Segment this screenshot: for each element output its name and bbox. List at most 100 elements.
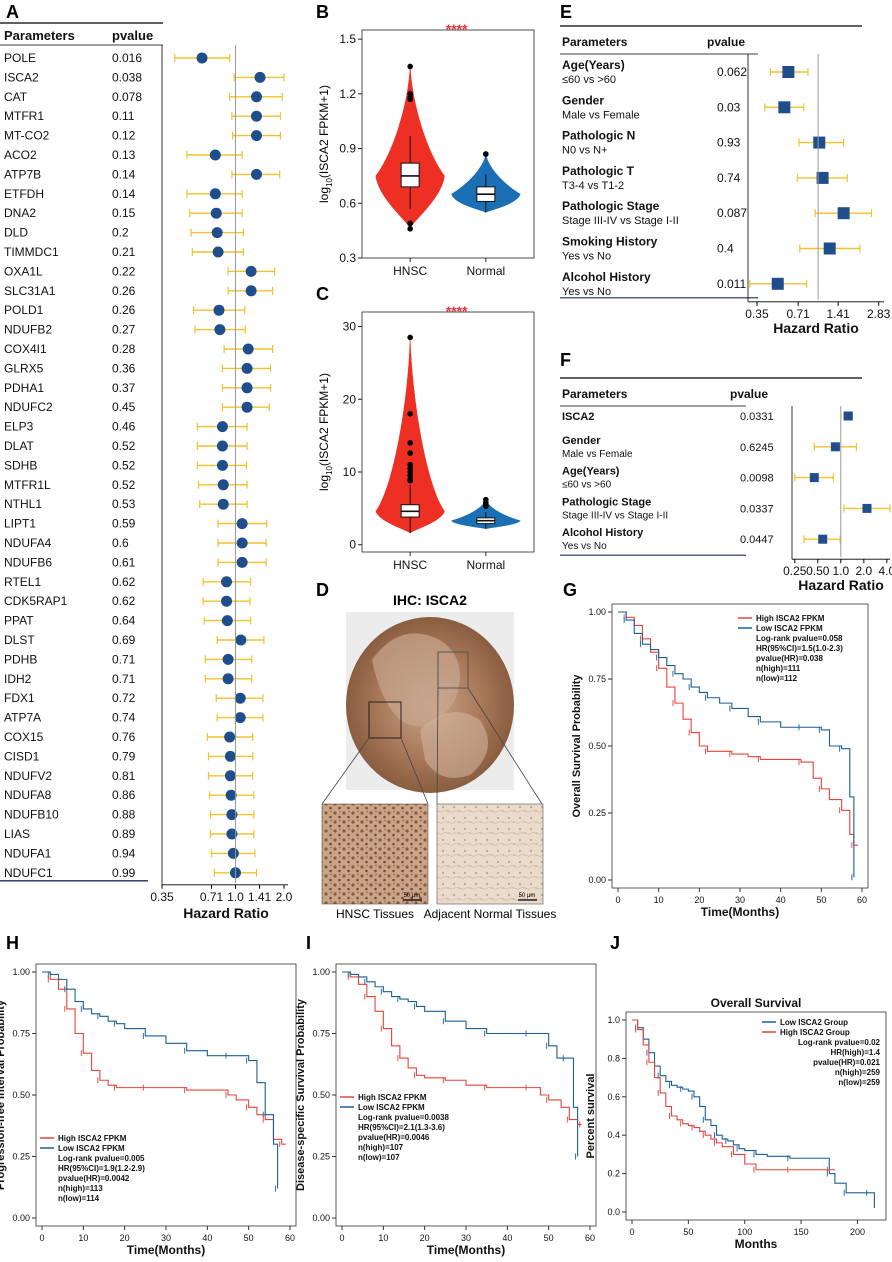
gene-pvalue: 0.21: [112, 245, 136, 259]
gene-pvalue: 0.37: [112, 381, 136, 395]
x-axis-label: Time(Months): [427, 1243, 505, 1257]
y-tick-label: 10: [343, 465, 357, 479]
gene-label: DLST: [4, 633, 35, 647]
hr-point: [212, 246, 224, 258]
significance-stars: ****: [446, 303, 468, 319]
row-pvalue: 0.6245: [740, 442, 774, 454]
stat-text: n(low)=107: [358, 1153, 400, 1162]
hr-square: [771, 277, 784, 290]
x-tick-label: 0: [629, 1227, 634, 1237]
outlier-point: [407, 411, 413, 417]
gene-label: DNA2: [4, 206, 36, 220]
gene-label: ELP3: [4, 420, 34, 434]
survival-curve: [42, 971, 286, 1145]
gene-label: NDUFB6: [4, 555, 52, 569]
hr-square: [778, 101, 791, 114]
hr-point: [209, 188, 221, 200]
row-pvalue: 0.0098: [740, 473, 774, 485]
gene-label: PPAT: [4, 614, 34, 628]
hr-point: [224, 770, 236, 782]
panel-h-km-plot: 0 10 20 30 40 50 60 0.00 0.25 0.50 0.75 1.00 Time(Mo…: [0, 963, 297, 1257]
gene-label: CAT: [4, 90, 28, 104]
stat-text: HR(high)=1.4: [830, 1048, 880, 1057]
gene-pvalue: 0.64: [112, 614, 136, 628]
hr-point: [213, 304, 225, 316]
y-axis-label-part: (ISCA2 FPKM+1): [317, 373, 331, 466]
x-tick-label: 1.41: [248, 890, 272, 904]
legend-label: High ISCA2 Group: [780, 1028, 850, 1037]
gene-label: NDUFA8: [4, 788, 52, 802]
x-tick-label: 2.0: [276, 890, 293, 904]
hr-point: [221, 595, 233, 607]
y-tick-label: 0.50: [588, 741, 606, 751]
x-tick-label: 50: [244, 1233, 254, 1243]
ihc-zoom-line: [321, 737, 370, 805]
hr-point: [211, 227, 223, 239]
ihc-title: IHC: ISCA2: [393, 592, 467, 608]
hr-point: [216, 421, 228, 433]
row-sublabel: Male vs Female: [562, 449, 633, 460]
y-tick-label: 1.2: [339, 87, 356, 101]
legend-label: Low ISCA2 FPKM: [756, 624, 823, 633]
y-tick-label: 0.00: [12, 1213, 30, 1223]
plot-frame: [361, 311, 535, 553]
x-tick-label: 30: [461, 1233, 471, 1243]
hr-point: [221, 576, 233, 588]
row-sublabel: Stage III-IV vs Stage I-II: [562, 510, 668, 521]
row-label: Gender: [562, 93, 604, 107]
gene-pvalue: 0.59: [112, 517, 136, 531]
row-label: Smoking History: [562, 235, 658, 249]
y-axis-label: log10(ISCA2 FPKM+1): [317, 373, 334, 491]
y-tick-label: 0.75: [312, 1029, 330, 1039]
hr-point: [226, 828, 238, 840]
panel-b-violin-plot: 0.3 0.6 0.9 1.2 1.5 HNSC Normal **** log10(ISCA2…: [317, 21, 535, 278]
hr-point: [235, 634, 247, 646]
gene-label: NDUFB10: [4, 808, 59, 822]
outlier-point: [407, 63, 413, 70]
y-axis-label: Disease-specific Survival Probability: [295, 998, 307, 1191]
outlier-point: [407, 334, 413, 341]
stat-text: n(high)=107: [358, 1143, 404, 1152]
gene-label: SDHB: [4, 458, 37, 472]
gene-label: NDUFV2: [4, 769, 52, 783]
row-sublabel: ≤60 vs >60: [562, 480, 612, 491]
y-tick-label: 0.9: [339, 142, 356, 156]
gene-pvalue: 0.12: [112, 129, 136, 143]
stat-text: Log-rank pvalue=0.058: [756, 634, 843, 643]
y-axis-label-part: log: [317, 187, 331, 203]
plot-frame: [361, 29, 535, 259]
x-tick-label: 4.0: [878, 564, 892, 578]
gene-label: LIAS: [4, 827, 30, 841]
hr-square: [862, 503, 872, 513]
hr-point: [236, 518, 248, 530]
x-axis-label: Hazard Ratio: [773, 320, 859, 336]
hr-point: [217, 479, 229, 491]
x-tick-label: 20: [694, 895, 704, 905]
x-tick-label: 0.25: [783, 564, 807, 578]
y-axis-label-part: log: [317, 475, 331, 491]
hr-point: [222, 653, 234, 665]
panel-label-b: B: [316, 2, 329, 22]
row-label: Pathologic Stage: [562, 496, 651, 508]
x-tick-label: 20: [420, 1233, 430, 1243]
panel-label-e: E: [560, 2, 572, 22]
row-sublabel: Yes vs No: [562, 286, 611, 298]
x-tick-label: 0.71: [200, 890, 224, 904]
panel-label-a: A: [6, 2, 19, 22]
y-tick-label: 0.4: [607, 1130, 620, 1140]
x-tick-label: 0.35: [150, 890, 174, 904]
hr-square: [816, 171, 829, 184]
y-axis-label: Overall Survival Probability: [571, 674, 583, 818]
x-tick-label: 50: [683, 1227, 693, 1237]
hr-point: [222, 673, 234, 685]
chart-title: Overall Survival: [711, 996, 802, 1010]
hr-point: [227, 847, 239, 859]
hr-point: [254, 71, 266, 83]
gene-pvalue: 0.79: [112, 749, 136, 763]
y-tick-label: 1.00: [312, 967, 330, 977]
hr-point: [250, 91, 262, 103]
gene-label: COX15: [4, 730, 44, 744]
gene-pvalue: 0.69: [112, 633, 136, 647]
